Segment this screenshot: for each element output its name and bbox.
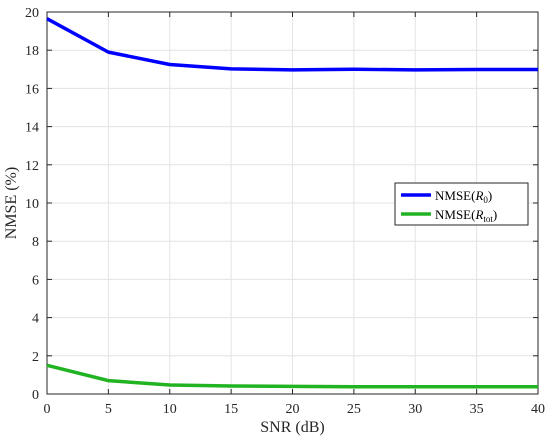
legend-entry-0: NMSE(R0)	[435, 188, 492, 205]
series-line-0	[46, 17, 538, 72]
y-tick-label: 14	[25, 121, 39, 136]
legend-entry-suffix: )	[488, 188, 492, 203]
legend-entry-math: R	[474, 207, 483, 222]
legend: NMSE(R0)NMSE(Rtot)	[394, 182, 529, 226]
x-tick-label: 20	[286, 402, 300, 417]
y-tick-label: 18	[25, 44, 39, 59]
y-tick-label: 8	[32, 235, 39, 250]
legend-box	[394, 182, 529, 226]
y-tick-label: 10	[25, 197, 39, 212]
series-line-1	[46, 363, 538, 389]
x-tick-label: 0	[44, 402, 51, 417]
y-tick-label: 20	[25, 6, 39, 21]
x-tick-label: 10	[163, 402, 177, 417]
y-tick-label: 0	[32, 388, 39, 403]
x-tick-label: 25	[347, 402, 361, 417]
legend-entry-math: R	[474, 188, 483, 203]
x-tick-label: 30	[408, 402, 422, 417]
x-tick-label: 5	[105, 402, 112, 417]
y-tick-label: 6	[32, 273, 39, 288]
legend-entry-subscript: 0	[483, 195, 488, 205]
axis-ticks: 0 5 10 15 20 25 30 35 40 0 2 4 6 8 10 12 14 16 18 20	[25, 6, 545, 417]
legend-entry-suffix: )	[493, 207, 497, 222]
legend-entry-1: NMSE(Rtot)	[435, 207, 497, 224]
y-tick-label: 4	[32, 312, 39, 327]
legend-entry-subscript: tot	[483, 214, 493, 224]
x-tick-label: 35	[470, 402, 484, 417]
y-tick-label: 16	[25, 82, 39, 97]
x-axis-label: SNR (dB)	[260, 419, 324, 436]
legend-entry-name: NMSE(	[435, 207, 475, 222]
y-tick-label: 12	[25, 159, 39, 174]
x-tick-label: 15	[224, 402, 238, 417]
x-tick-label: 40	[531, 402, 545, 417]
series-lines	[46, 17, 538, 389]
legend-entry-name: NMSE(	[435, 188, 475, 203]
y-axis-label: NMSE (%)	[3, 167, 20, 239]
y-tick-label: 2	[32, 350, 39, 365]
